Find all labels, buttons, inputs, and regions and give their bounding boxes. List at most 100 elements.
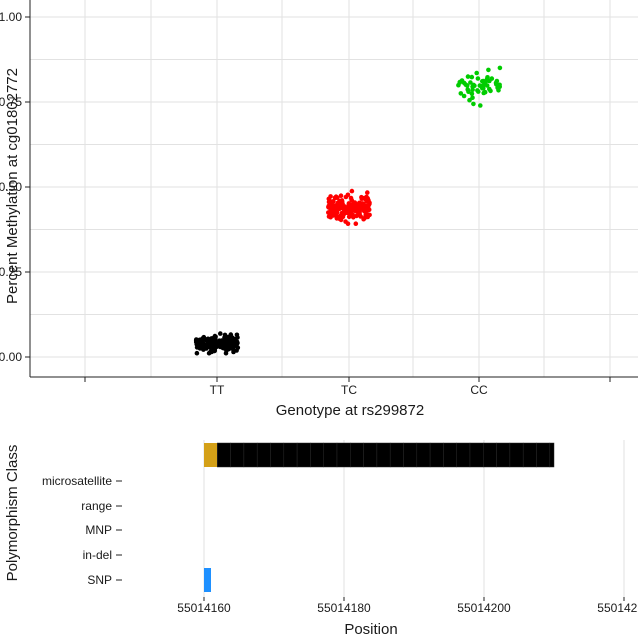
data-point-tc — [326, 205, 331, 210]
data-point-tc — [349, 197, 355, 203]
data-point-cc — [487, 78, 492, 84]
data-point-tt — [223, 342, 228, 348]
track-segment — [336, 442, 351, 468]
data-point-cc — [475, 76, 481, 81]
bottom-x-axis-title: Position — [344, 621, 397, 638]
data-point-cc — [468, 80, 473, 85]
track-segment — [230, 442, 245, 468]
data-point-tt — [223, 350, 229, 356]
top-y-tick-label: 1.00 — [0, 10, 22, 24]
bottom-x-tick-label: 55014220 — [597, 601, 638, 615]
data-point-tc — [366, 199, 371, 204]
data-point-tt — [217, 343, 222, 348]
data-point-tc — [351, 206, 357, 212]
track-segment — [296, 442, 311, 468]
data-point-cc — [496, 88, 501, 93]
track-segment — [403, 442, 418, 468]
data-point-tt — [217, 338, 222, 344]
data-point-tt — [228, 332, 234, 337]
data-point-tc — [329, 211, 334, 217]
top-y-ticks: 0.00 0.25 0.50 0.75 1.00 — [0, 10, 30, 364]
track-segment — [509, 442, 524, 468]
data-point-tc — [359, 194, 364, 200]
bottom-y-tick-label: range — [81, 499, 112, 513]
data-point-tc — [366, 207, 372, 213]
data-point-tt — [194, 350, 200, 356]
data-point-cc — [467, 97, 472, 103]
track-segment — [536, 442, 551, 468]
track-segment — [270, 442, 285, 468]
data-point-cc — [487, 86, 492, 92]
polymorphism-panel: SNP in-del MNP range microsatellite 55014160… — [4, 440, 638, 638]
data-point-cc — [465, 74, 471, 79]
bottom-x-tick-label: 55014180 — [317, 601, 371, 615]
track-segment — [363, 442, 378, 468]
bottom-y-tick-label: microsatellite — [42, 474, 112, 488]
data-point-tt — [235, 335, 240, 340]
data-point-tc — [328, 194, 333, 199]
top-y-axis-title: Percent Methylation at cg01802772 — [4, 68, 21, 304]
data-point-cc — [484, 83, 490, 88]
data-point-tc — [362, 215, 367, 221]
track-segment — [443, 442, 457, 468]
data-point-cc — [471, 101, 476, 107]
data-point-tc — [354, 204, 360, 209]
top-x-tick-label: CC — [470, 383, 488, 397]
data-point-tt — [234, 339, 240, 345]
data-point-tc — [347, 206, 353, 211]
data-point-cc — [458, 91, 464, 96]
data-point-tc — [341, 204, 347, 210]
top-x-ticks: TT TC CC — [84, 377, 611, 397]
top-x-axis-title: Genotype at rs299872 — [276, 402, 424, 419]
data-point-tc — [327, 199, 333, 204]
track-segment — [256, 442, 271, 468]
track-segment — [416, 442, 431, 468]
top-y-tick-label: 0.75 — [0, 95, 22, 109]
top-y-tick-label: 0.00 — [0, 350, 22, 364]
data-point-tc — [331, 206, 336, 211]
data-point-tc — [340, 214, 345, 220]
data-point-tc — [334, 209, 340, 214]
track-segment — [496, 442, 511, 468]
top-x-tick-label: TT — [210, 383, 225, 397]
bottom-x-ticks: 55014160 55014180 55014200 55014220 — [177, 597, 638, 615]
data-point-tt — [201, 346, 206, 352]
data-point-tc — [335, 195, 340, 200]
data-point-tt — [199, 341, 205, 346]
data-point-tc — [364, 212, 370, 218]
data-point-tc — [346, 210, 351, 216]
data-point-tt — [213, 341, 218, 347]
data-point-cc — [476, 89, 481, 94]
data-point-cc — [485, 75, 490, 80]
track-segment — [522, 442, 537, 468]
data-point-tt — [212, 333, 218, 339]
track-segment — [323, 442, 338, 468]
bottom-x-tick-label: 55014160 — [177, 601, 231, 615]
data-point-tt — [225, 335, 231, 341]
data-point-tc — [353, 221, 359, 226]
data-point-tc — [349, 213, 355, 218]
data-point-cc — [472, 83, 477, 88]
data-point-cc — [486, 67, 491, 73]
polymorphism-features — [204, 568, 211, 592]
data-point-cc — [461, 93, 467, 99]
track-segment — [469, 442, 484, 468]
bottom-y-ticks: SNP in-del MNP range microsatellite — [42, 474, 122, 587]
data-point-tc — [349, 202, 355, 207]
data-point-tt — [218, 331, 223, 336]
data-point-tt — [212, 347, 217, 353]
data-point-cc — [469, 74, 475, 80]
position-track — [204, 442, 555, 468]
data-point-cc — [469, 91, 475, 97]
bottom-y-tick-label: SNP — [87, 573, 112, 587]
data-point-tc — [337, 206, 342, 211]
data-point-cc — [497, 65, 503, 71]
data-point-tc — [343, 194, 349, 200]
data-points — [193, 65, 503, 356]
top-x-tick-label: TC — [341, 383, 357, 397]
track-segment — [217, 442, 231, 468]
bottom-y-axis-title: Polymorphism Class — [4, 445, 21, 582]
data-point-cc — [474, 70, 480, 76]
data-point-tc — [354, 213, 359, 219]
